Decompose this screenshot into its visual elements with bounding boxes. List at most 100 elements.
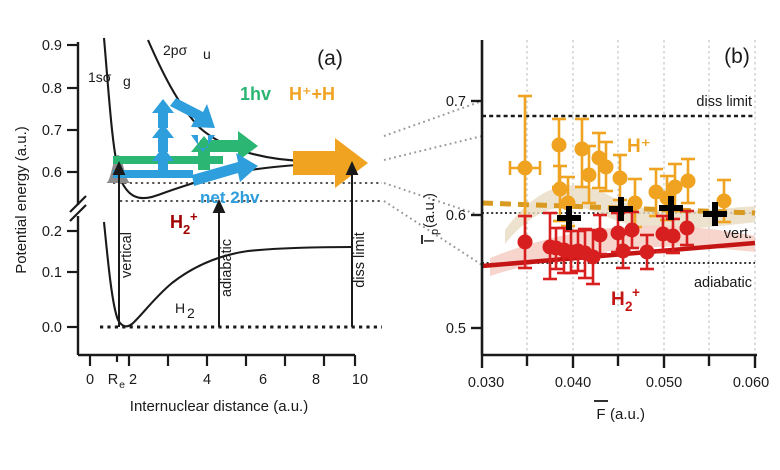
panel-b-x-tick-labels: 0.030 0.040 0.050 0.060 — [468, 375, 769, 391]
label-adiabatic-b: adiabatic — [694, 275, 752, 291]
blue-arrow-diag-down-2 — [192, 153, 258, 186]
x-tick-6: 6 — [259, 372, 267, 388]
panel-a-y-axis — [69, 42, 355, 357]
svg-text:+: + — [632, 285, 640, 300]
y-axis-label-sub: p — [429, 229, 441, 235]
curve-h2-ground — [102, 221, 353, 328]
b-y-tick-0p5: 0.5 — [446, 321, 466, 337]
panel-b-y-axis-label: I p (a.u.) — [421, 193, 441, 244]
datapoint-hplus — [716, 178, 732, 224]
panel-b-x-axis-label: F (a.u.) — [594, 400, 645, 423]
svg-text:u: u — [203, 46, 211, 62]
panel-a: 0.9 0.8 0.7 0.6 0.2 0.1 0.0 0 R e — [13, 37, 382, 415]
label-1hv: 1hv — [240, 84, 271, 104]
orange-arrow-products — [293, 138, 368, 188]
svg-text:H: H — [175, 300, 185, 316]
label-2p-sigma-u: 2pσ u — [163, 42, 211, 62]
y-axis-label-ibar: I — [421, 239, 438, 243]
blue-level-bar — [113, 170, 193, 178]
label-vert-b: vert. — [724, 226, 752, 242]
label-h2plus-series: H 2 + — [611, 285, 640, 314]
svg-text:2: 2 — [183, 222, 190, 237]
series-h2plus — [517, 209, 695, 286]
series-hplus — [508, 94, 732, 242]
blue-arrow-diag-down-1 — [170, 98, 215, 128]
datapoint-hplus — [680, 157, 696, 205]
cross-marker — [703, 202, 727, 226]
svg-text:+: + — [190, 209, 198, 224]
blue-up-arrows — [152, 99, 174, 176]
y-tick-0p6: 0.6 — [42, 165, 62, 181]
panel-b-id: (b) — [724, 45, 750, 68]
x-axis-label-fbar: F — [596, 406, 605, 423]
datapoint-h2plus — [679, 209, 695, 247]
x-tick-re: R e — [108, 372, 125, 391]
cross-marker — [659, 196, 683, 220]
svg-text:2: 2 — [625, 299, 633, 314]
panel-a-y-axis-label: Potential energy (a.u.) — [13, 126, 30, 274]
b-x-tick-0p050: 0.050 — [646, 375, 682, 391]
x-tick-0: 0 — [86, 372, 94, 388]
label-diss-limit-a: diss limit — [352, 232, 368, 288]
label-h2-plus-panel-a: H 2 + — [170, 209, 198, 237]
label-hplus-series: H⁺ — [627, 136, 651, 157]
label-1s-sigma-g: 1sσ g — [88, 69, 131, 89]
svg-text:g: g — [123, 73, 131, 89]
datapoint-hplus — [552, 164, 568, 223]
datapoint-hplus — [612, 153, 628, 202]
svg-text:e: e — [119, 379, 125, 391]
x-tick-2: 2 — [129, 372, 137, 388]
svg-text:2pσ: 2pσ — [163, 42, 188, 58]
datapoint-h2plus — [639, 233, 655, 271]
cross-marker — [557, 206, 581, 230]
b-y-tick-0p7: 0.7 — [446, 94, 466, 110]
label-products: H⁺+H — [289, 84, 335, 104]
y-tick-0p8: 0.8 — [42, 81, 62, 97]
datapoint-h2plus — [517, 214, 533, 270]
b-y-tick-0p6: 0.6 — [446, 208, 466, 224]
b-x-tick-0p060: 0.060 — [733, 375, 769, 391]
y-tick-0p0: 0.0 — [42, 320, 62, 336]
x-tick-8: 8 — [312, 372, 320, 388]
green-arrow-1hv — [200, 131, 258, 161]
y-tick-0p7: 0.7 — [42, 123, 62, 139]
datapoint-hplus — [581, 144, 597, 205]
y-axis-label-units: (a.u.) — [421, 193, 438, 228]
series-crosses — [557, 196, 727, 230]
datapoint-h2plus — [592, 213, 608, 256]
svg-text:1sσ: 1sσ — [88, 69, 112, 85]
panel-a-y-ticks — [67, 43, 78, 329]
b-x-tick-0p030: 0.030 — [468, 375, 504, 391]
panel-b: 0.7 0.6 0.5 0.030 0.040 0.050 0.060 F (a… — [421, 40, 769, 423]
panel-a-x-axis-label: Internuclear distance (a.u.) — [130, 398, 308, 415]
blue-arrow-down-small — [191, 135, 215, 152]
panel-connectors — [383, 100, 483, 266]
panel-b-x-ticks — [480, 355, 757, 368]
curve-1s-sigma-g — [102, 37, 353, 200]
cross-marker — [609, 197, 633, 221]
b-x-tick-0p040: 0.040 — [555, 375, 591, 391]
label-net-2hv: net 2hv — [200, 188, 260, 207]
label-diss-limit-b: diss limit — [696, 94, 752, 110]
svg-text:2: 2 — [187, 305, 195, 321]
datapoint-hplus — [598, 140, 614, 193]
y-tick-0p1: 0.1 — [42, 265, 62, 281]
x-tick-10: 10 — [352, 372, 368, 388]
x-axis-label-units: (a.u.) — [610, 406, 645, 423]
svg-text:H: H — [170, 212, 183, 232]
label-h2: H 2 — [175, 300, 195, 321]
panel-a-y-tick-labels: 0.9 0.8 0.7 0.6 0.2 0.1 0.0 — [42, 38, 62, 336]
x-tick-4: 4 — [203, 372, 211, 388]
green-arrow-up — [191, 136, 217, 170]
panel-a-x-tick-labels: 0 R e 2 4 6 8 10 — [86, 372, 368, 391]
panel-a-x-ticks — [88, 355, 357, 366]
panel-b-y-ticks — [471, 99, 482, 330]
panel-a-id: (a) — [317, 47, 343, 70]
svg-text:R: R — [108, 372, 118, 388]
label-vertical: vertical — [119, 232, 135, 278]
svg-text:H: H — [611, 289, 625, 310]
y-tick-0p2: 0.2 — [42, 224, 62, 240]
y-tick-0p9: 0.9 — [42, 38, 62, 54]
